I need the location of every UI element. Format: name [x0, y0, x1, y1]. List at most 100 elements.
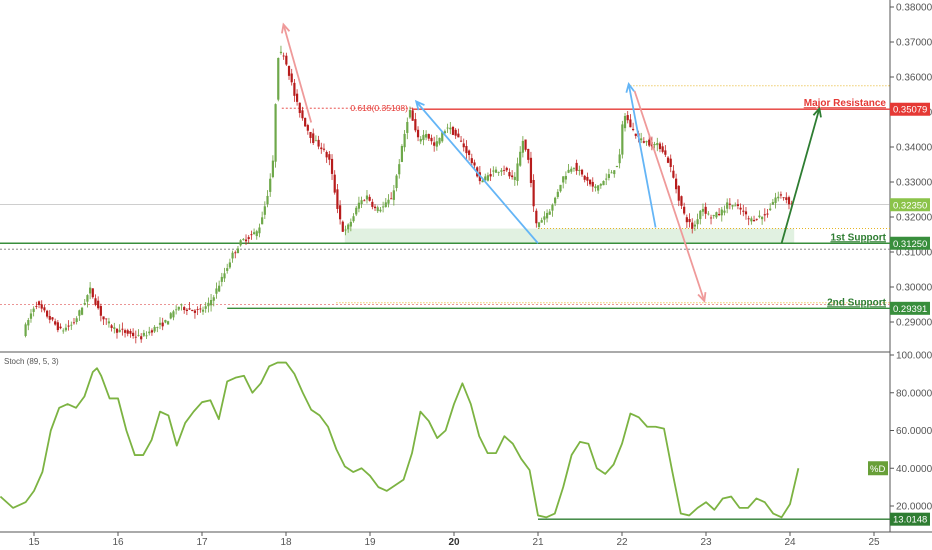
- candle-body: [736, 204, 740, 206]
- current-price-badge-bg: [890, 198, 930, 212]
- candle-body: [723, 210, 726, 213]
- candle-body: [575, 162, 578, 171]
- first-support-price-badge-bg: [890, 236, 930, 250]
- candle-body: [666, 157, 670, 163]
- candle-body: [325, 151, 328, 158]
- candle-body: [212, 297, 215, 301]
- candle-body: [274, 104, 277, 162]
- candle-body: [615, 165, 619, 168]
- candle-body: [306, 125, 309, 131]
- candle-body: [408, 110, 412, 118]
- candle-body: [199, 308, 202, 310]
- candle-body: [648, 139, 651, 146]
- price-tick-label: 0.31000: [896, 248, 932, 259]
- candle-body: [527, 148, 530, 160]
- candle-body: [715, 212, 718, 218]
- candle-body: [218, 285, 221, 292]
- candle-body: [188, 308, 191, 310]
- resistance-price-badge: 0.35079: [893, 105, 927, 116]
- candle-body: [382, 206, 385, 208]
- candle-body: [78, 310, 81, 316]
- candle-body: [594, 186, 597, 189]
- candle-body: [252, 232, 256, 235]
- candle-body: [554, 197, 557, 204]
- candle-body: [277, 57, 280, 100]
- candle-body: [336, 189, 339, 209]
- candle-body: [750, 218, 753, 222]
- candle-body: [261, 217, 264, 225]
- time-tick-label: 23: [700, 537, 712, 548]
- candle-body: [613, 170, 616, 175]
- price-tick-label: 0.38000: [896, 3, 932, 14]
- candle-body: [658, 143, 662, 150]
- candle-body: [51, 317, 54, 320]
- candle-body: [24, 324, 27, 336]
- candle-body: [102, 316, 105, 320]
- candle-body: [640, 138, 643, 141]
- candle-body: [457, 133, 460, 138]
- candle-body: [89, 287, 92, 294]
- candle-body: [742, 210, 745, 212]
- candle-body: [451, 127, 455, 135]
- candle-body: [747, 218, 750, 220]
- trend-arrow-head-3: [625, 81, 635, 93]
- candle-body: [347, 224, 350, 230]
- candle-body: [422, 134, 425, 141]
- candle-body: [672, 170, 675, 178]
- candle-body: [352, 216, 355, 222]
- candle-body: [392, 190, 395, 200]
- candle-body: [664, 150, 667, 155]
- candle-body: [271, 160, 274, 178]
- candle-body: [599, 184, 602, 186]
- candle-body: [704, 206, 707, 214]
- candle-body: [207, 302, 210, 307]
- price-tick-label: 0.34000: [896, 143, 932, 154]
- candle-body: [46, 310, 49, 317]
- candle-body: [142, 332, 145, 336]
- candle-body: [529, 157, 533, 183]
- candle-body: [320, 147, 323, 150]
- candle-body: [591, 181, 594, 187]
- trend-arrow-1: [633, 90, 706, 302]
- candle-body: [537, 222, 541, 228]
- major-resistance-label: Major Resistance: [804, 98, 887, 109]
- time-tick-label: 15: [28, 537, 40, 548]
- candle-body: [263, 206, 266, 215]
- candle-body: [387, 199, 390, 204]
- candle-body: [196, 309, 199, 310]
- candle-body: [355, 207, 358, 215]
- stoch-low-badge-bg: [890, 512, 930, 526]
- candle-body: [113, 327, 116, 329]
- candle-body: [244, 239, 248, 242]
- candle-body: [341, 221, 344, 232]
- candle-body: [287, 66, 291, 76]
- candle-body: [505, 167, 508, 171]
- candle-body: [99, 306, 102, 316]
- candle-body: [247, 237, 250, 239]
- candle-body: [516, 163, 519, 181]
- candle-body: [193, 310, 197, 313]
- candle-body: [129, 330, 132, 334]
- candle-body: [145, 335, 148, 337]
- candle-body: [309, 131, 312, 138]
- candle-body: [54, 321, 57, 325]
- candle-body: [551, 204, 554, 211]
- time-tick-label: 18: [280, 537, 292, 548]
- candle-body: [578, 169, 581, 171]
- candle-body: [693, 224, 697, 227]
- candle-body: [91, 288, 94, 298]
- candle-body: [631, 128, 635, 131]
- candle-body: [349, 221, 352, 227]
- candle-body: [304, 117, 307, 127]
- candle-body: [543, 216, 546, 220]
- candle-body: [64, 327, 68, 331]
- trend-arrow-3: [627, 83, 657, 228]
- candle-body: [105, 318, 108, 320]
- candle-body: [580, 169, 584, 175]
- candle-body: [255, 231, 258, 237]
- second-support-price-badge: 0.29391: [893, 304, 927, 315]
- stoch-tick-label: 80.0000: [896, 388, 932, 399]
- candle-body: [395, 175, 398, 189]
- candle-body: [379, 209, 382, 212]
